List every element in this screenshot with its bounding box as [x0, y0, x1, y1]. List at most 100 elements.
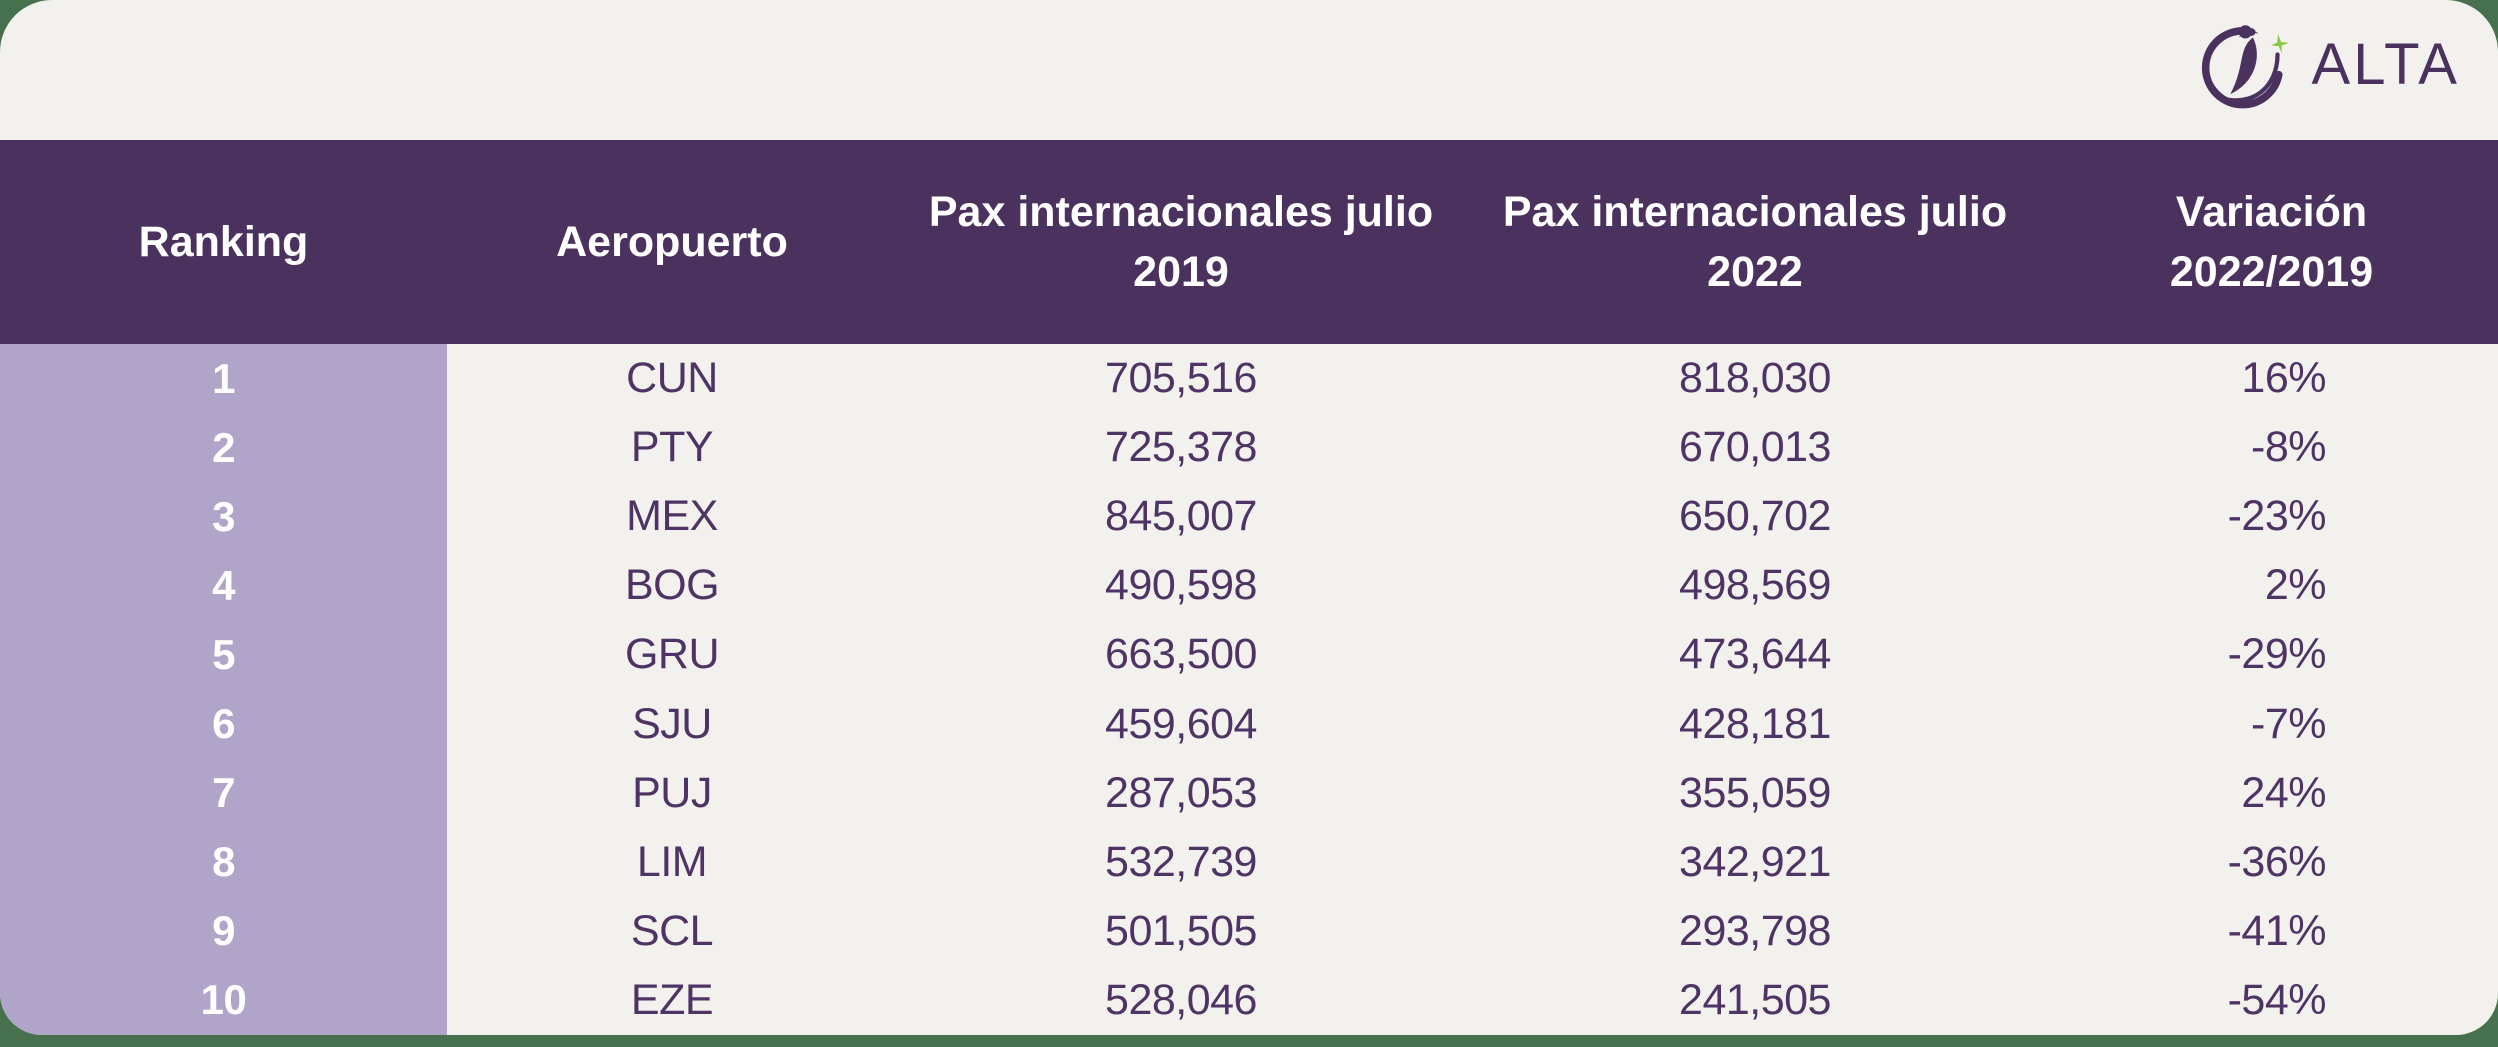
rank-cell: 9 [0, 896, 447, 966]
variation-value: 24% [2241, 768, 2326, 817]
pax-2022-cell: 428,181 [1465, 689, 2045, 758]
table-row: 4 BOG 490,598 498,569 2% [0, 551, 2498, 621]
pax-2019-value: 287,053 [1105, 768, 1257, 817]
airport-cell: MEX [447, 482, 897, 551]
pax-2022-cell: 355,059 [1465, 759, 2045, 828]
airport-cell: LIM [447, 828, 897, 897]
table-row: 6 SJU 459,604 428,181 -7% [0, 689, 2498, 759]
airport-code: GRU [624, 630, 720, 679]
pax-2019-cell: 501,505 [897, 897, 1465, 966]
pax-2019-value: 490,598 [1105, 561, 1257, 610]
header-line: 2022/2019 [2169, 248, 2374, 296]
table-row: 5 GRU 663,500 473,644 -29% [0, 620, 2498, 690]
rank-value: 10 [200, 976, 247, 1024]
airport-cell: SCL [447, 897, 897, 966]
alta-logo-text: ALTA [2311, 31, 2460, 97]
variation-value: -29% [2227, 630, 2327, 679]
pax-2022-value: 818,030 [1679, 354, 1831, 403]
table-body: 1 CUN 705,516 818,030 16% 2 PTY 725,378 … [0, 344, 2498, 1035]
airport-cell: GRU [447, 620, 897, 689]
pax-2022-cell: 670,013 [1465, 413, 2045, 482]
variation-value: 16% [2241, 354, 2326, 403]
table-row: 7 PUJ 287,053 355,059 24% [0, 758, 2498, 828]
pax-2022-value: 650,702 [1679, 492, 1831, 541]
pax-2019-cell: 532,739 [897, 828, 1465, 897]
variation-cell: 2% [2045, 551, 2498, 620]
rank-cell: 10 [0, 965, 447, 1035]
pax-2019-value: 725,378 [1105, 423, 1257, 472]
pax-2019-value: 501,505 [1105, 906, 1257, 955]
variation-value: -23% [2227, 492, 2327, 541]
pax-2019-value: 845,007 [1105, 492, 1257, 541]
pax-2022-cell: 818,030 [1465, 344, 2045, 413]
variation-value: -7% [2251, 699, 2326, 748]
airport-cell: CUN [447, 344, 897, 413]
pax-2022-value: 355,059 [1679, 768, 1831, 817]
header-line: Pax internacionales julio [928, 188, 1434, 236]
airport-cell: SJU [447, 689, 897, 758]
pax-2019-value: 459,604 [1105, 699, 1257, 748]
airport-code: PUJ [632, 768, 712, 817]
rank-value: 4 [212, 561, 235, 609]
rank-cell: 4 [0, 551, 447, 621]
pax-2022-cell: 473,644 [1465, 620, 2045, 689]
header-line: Pax internacionales julio [1502, 188, 2008, 236]
variation-cell: 16% [2045, 344, 2498, 413]
variation-value: -54% [2227, 975, 2327, 1024]
pax-2022-cell: 650,702 [1465, 482, 2045, 551]
rank-cell: 5 [0, 620, 447, 690]
header-line: Aeropuerto [556, 218, 788, 266]
table-row: 1 CUN 705,516 818,030 16% [0, 344, 2498, 414]
pax-2019-cell: 705,516 [897, 344, 1465, 413]
pax-2019-value: 528,046 [1105, 975, 1257, 1024]
airport-code: LIM [636, 837, 708, 886]
pax-2019-cell: 663,500 [897, 620, 1465, 689]
alta-logo: ALTA [2200, 16, 2460, 112]
header-line: Variación [2175, 188, 2368, 236]
pax-2022-value: 241,505 [1679, 975, 1831, 1024]
rank-value: 2 [212, 423, 235, 471]
pax-2022-cell: 293,798 [1465, 897, 2045, 966]
airport-cell: EZE [447, 966, 897, 1035]
header-line: Ranking [138, 218, 309, 266]
table-header: Ranking Aeropuerto Pax internacionales j… [0, 140, 2498, 344]
pax-2019-cell: 725,378 [897, 413, 1465, 482]
variation-cell: -36% [2045, 828, 2498, 897]
rank-value: 3 [212, 492, 235, 540]
pax-2019-value: 705,516 [1105, 354, 1257, 403]
variation-cell: -41% [2045, 897, 2498, 966]
pax-2022-value: 473,644 [1679, 630, 1831, 679]
pax-2022-cell: 241,505 [1465, 966, 2045, 1035]
pax-2022-cell: 342,921 [1465, 828, 2045, 897]
airport-cell: PUJ [447, 759, 897, 828]
column-header-pax-2022: Pax internacionales julio 2022 [1465, 140, 2045, 344]
rank-value: 7 [212, 769, 235, 817]
pax-2019-value: 532,739 [1105, 837, 1257, 886]
pax-2019-cell: 490,598 [897, 551, 1465, 620]
airport-code: CUN [626, 354, 718, 403]
variation-value: -8% [2251, 423, 2326, 472]
variation-value: 2% [2264, 561, 2327, 610]
pax-2022-cell: 498,569 [1465, 551, 2045, 620]
column-header-ranking: Ranking [0, 140, 447, 344]
table-row: 3 MEX 845,007 650,702 -23% [0, 482, 2498, 552]
variation-cell: -8% [2045, 413, 2498, 482]
rank-value: 6 [212, 700, 235, 748]
rank-cell: 1 [0, 344, 447, 414]
rank-value: 5 [212, 630, 235, 678]
pax-2019-cell: 459,604 [897, 689, 1465, 758]
pax-2019-cell: 287,053 [897, 759, 1465, 828]
pax-2022-value: 498,569 [1679, 561, 1831, 610]
variation-cell: -23% [2045, 482, 2498, 551]
variation-value: -36% [2227, 837, 2327, 886]
airport-code: SCL [630, 906, 714, 955]
header-line: 2022 [1707, 248, 1803, 296]
alta-globe-icon [2200, 16, 2304, 112]
table-row: 9 SCL 501,505 293,798 -41% [0, 896, 2498, 966]
rank-cell: 6 [0, 689, 447, 759]
rank-value: 9 [212, 907, 235, 955]
table-row: 2 PTY 725,378 670,013 -8% [0, 413, 2498, 483]
pax-2019-value: 663,500 [1105, 630, 1257, 679]
